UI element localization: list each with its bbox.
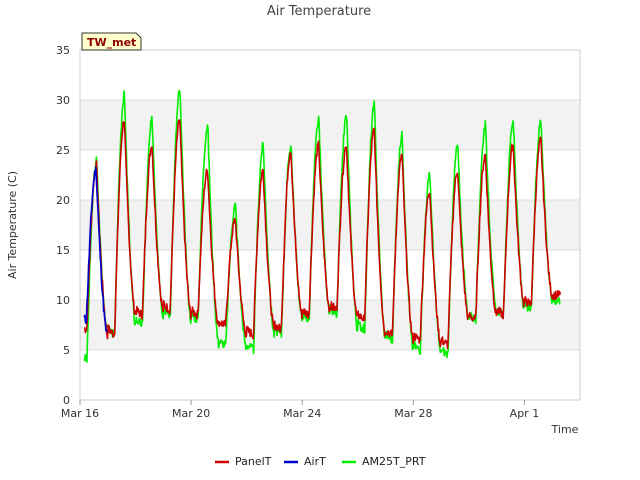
y-tick-label: 15 (56, 244, 70, 257)
plot-band (80, 100, 580, 150)
x-tick-label: Mar 24 (283, 407, 321, 420)
series-line-panelt (83, 119, 562, 350)
station-label-text: TW_met (87, 36, 136, 49)
plot-band (80, 50, 580, 100)
y-axis-title: Air Temperature (C) (6, 171, 19, 279)
station-label-box (81, 32, 142, 51)
x-axis: Mar 16 Mar 20 Mar 24 Mar 28 Apr 1 (61, 400, 539, 420)
y-tick-label: 25 (56, 144, 70, 157)
y-tick-label: 0 (63, 394, 70, 407)
legend-label: AirT (304, 455, 326, 468)
x-tick-label: Mar 28 (394, 407, 432, 420)
series-lines (83, 89, 562, 363)
chart-title: Air Temperature (267, 4, 371, 19)
plot-band (80, 200, 580, 250)
y-tick-label: 35 (56, 44, 70, 57)
legend: PanelT AirT AM25T_PRT (215, 455, 426, 468)
x-tick-label: Mar 20 (172, 407, 210, 420)
x-tick-label: Apr 1 (510, 407, 540, 420)
legend-label: AM25T_PRT (362, 455, 426, 468)
legend-label: PanelT (235, 455, 272, 468)
plot-band (80, 350, 580, 400)
y-tick-label: 30 (56, 94, 70, 107)
y-tick-label: 20 (56, 194, 70, 207)
plot-bands (80, 50, 580, 400)
x-tick-label: Mar 16 (61, 407, 99, 420)
y-axis: 0 5 10 15 20 25 30 35 (56, 44, 70, 407)
plot-band (80, 150, 580, 200)
series-line-airt (83, 166, 108, 333)
plot-band (80, 250, 580, 300)
y-tick-label: 5 (63, 344, 70, 357)
y-tick-label: 10 (56, 294, 70, 307)
x-axis-title: Time (551, 423, 579, 436)
station-label: TW_met (81, 32, 142, 51)
plot-frame (79, 49, 581, 401)
